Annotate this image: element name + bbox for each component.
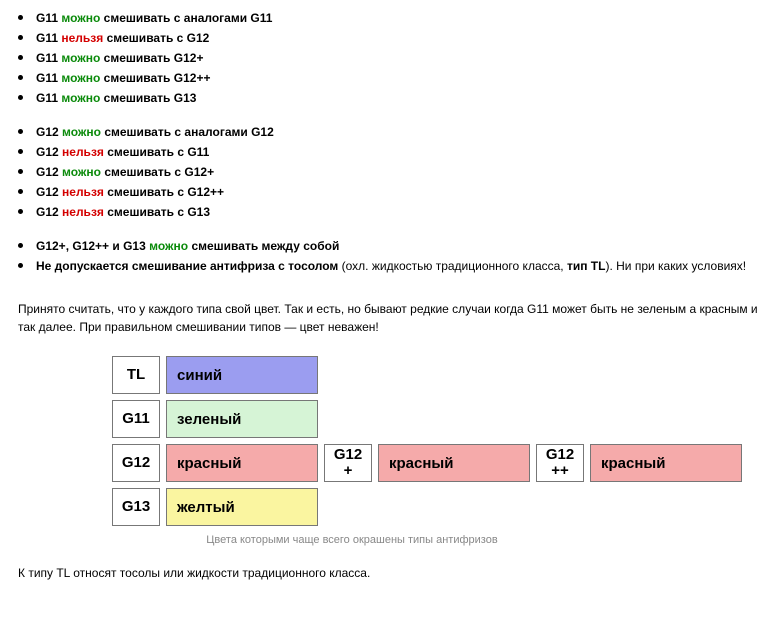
rule-prefix: G11 (36, 91, 61, 105)
rule-verdict: нельзя (61, 31, 103, 45)
rules-list-item: G11 можно смешивать G12+ (18, 48, 760, 68)
type-label-cell: G12 (112, 444, 160, 482)
rule-bold: Не допускается смешивание антифриза с то… (36, 259, 338, 273)
color-cell: красный (590, 444, 742, 482)
type-label-cell: G12++ (536, 444, 584, 482)
rule-verdict: можно (62, 165, 101, 179)
color-table-row: TLсиний (112, 356, 760, 394)
type-label-cell: G12+ (324, 444, 372, 482)
rules-list-item: G12 нельзя смешивать с G12++ (18, 182, 760, 202)
rule-suffix: смешивать с аналогами G12 (101, 125, 274, 139)
rule-verdict: нельзя (62, 185, 104, 199)
rule-verdict: можно (61, 11, 100, 25)
rules-list-item: G12 нельзя смешивать с G13 (18, 202, 760, 222)
rule-prefix: G11 (36, 51, 61, 65)
rule-suffix: смешивать между собой (188, 239, 339, 253)
rules-list-item: G12+, G12++ и G13 можно смешивать между … (18, 236, 760, 256)
footnote: К типу TL относят тосолы или жидкости тр… (18, 566, 760, 580)
rule-verdict: нельзя (62, 205, 104, 219)
rule-verdict: можно (149, 239, 188, 253)
color-table-row: G12красныйG12+красныйG12++красный (112, 444, 760, 482)
color-table-row: G11зеленый (112, 400, 760, 438)
rule-prefix: G11 (36, 71, 61, 85)
rule-prefix: G12 (36, 185, 62, 199)
color-cell: желтый (166, 488, 318, 526)
rule-verdict: можно (61, 51, 100, 65)
color-table: TLсинийG11зеленыйG12красныйG12+красныйG1… (112, 356, 760, 526)
rule-suffix: смешивать с G12++ (104, 185, 224, 199)
type-label-cell: TL (112, 356, 160, 394)
rule-prefix: G12 (36, 165, 62, 179)
rules-list-item: G11 нельзя смешивать с G12 (18, 28, 760, 48)
color-table-row: G13желтый (112, 488, 760, 526)
rule-suffix: смешивать G12+ (100, 51, 203, 65)
rule-verdict: можно (62, 125, 101, 139)
color-table-caption: Цвета которыми чаще всего окрашены типы … (112, 534, 592, 546)
rule-suffix: смешивать с G13 (104, 205, 210, 219)
rule-verdict: нельзя (62, 145, 104, 159)
rule-suffix: смешивать G13 (100, 91, 196, 105)
rule-prefix: G12 (36, 125, 62, 139)
color-cell: красный (166, 444, 318, 482)
rules-list-item: G11 можно смешивать G13 (18, 88, 760, 108)
rule-suffix: смешивать с G12 (103, 31, 209, 45)
rule-prefix: G11 (36, 31, 61, 45)
rules-list: G12 можно смешивать с аналогами G12G12 н… (18, 122, 760, 222)
rule-verdict: можно (61, 91, 100, 105)
rule-verdict: можно (61, 71, 100, 85)
rules-list-item: G12 можно смешивать с G12+ (18, 162, 760, 182)
rules-list: G12+, G12++ и G13 можно смешивать между … (18, 236, 760, 276)
rule-prefix: G12 (36, 145, 62, 159)
type-label-cell: G13 (112, 488, 160, 526)
rule-suffix: смешивать G12++ (100, 71, 210, 85)
rule-prefix: G12+, G12++ и G13 (36, 239, 149, 253)
type-label-cell: G11 (112, 400, 160, 438)
rules-list: G11 можно смешивать с аналогами G11G11 н… (18, 8, 760, 108)
rule-tail: ). Ни при каких условиях! (605, 259, 746, 273)
color-cell: синий (166, 356, 318, 394)
rule-bold: тип TL (567, 259, 606, 273)
rule-tail: (охл. жидкостью традиционного класса, (338, 259, 567, 273)
rules-list-item: G12 нельзя смешивать с G11 (18, 142, 760, 162)
color-cell: зеленый (166, 400, 318, 438)
rules-list-item: Не допускается смешивание антифриза с то… (18, 256, 760, 276)
rules-list-item: G12 можно смешивать с аналогами G12 (18, 122, 760, 142)
color-cell: красный (378, 444, 530, 482)
rule-prefix: G11 (36, 11, 61, 25)
rule-suffix: смешивать с G11 (104, 145, 209, 159)
rules-list-item: G11 можно смешивать с аналогами G11 (18, 8, 760, 28)
rule-suffix: смешивать с аналогами G11 (100, 11, 272, 25)
rule-suffix: смешивать с G12+ (101, 165, 214, 179)
info-paragraph: Принято считать, что у каждого типа свой… (18, 300, 760, 336)
rule-prefix: G12 (36, 205, 62, 219)
rules-list-item: G11 можно смешивать G12++ (18, 68, 760, 88)
